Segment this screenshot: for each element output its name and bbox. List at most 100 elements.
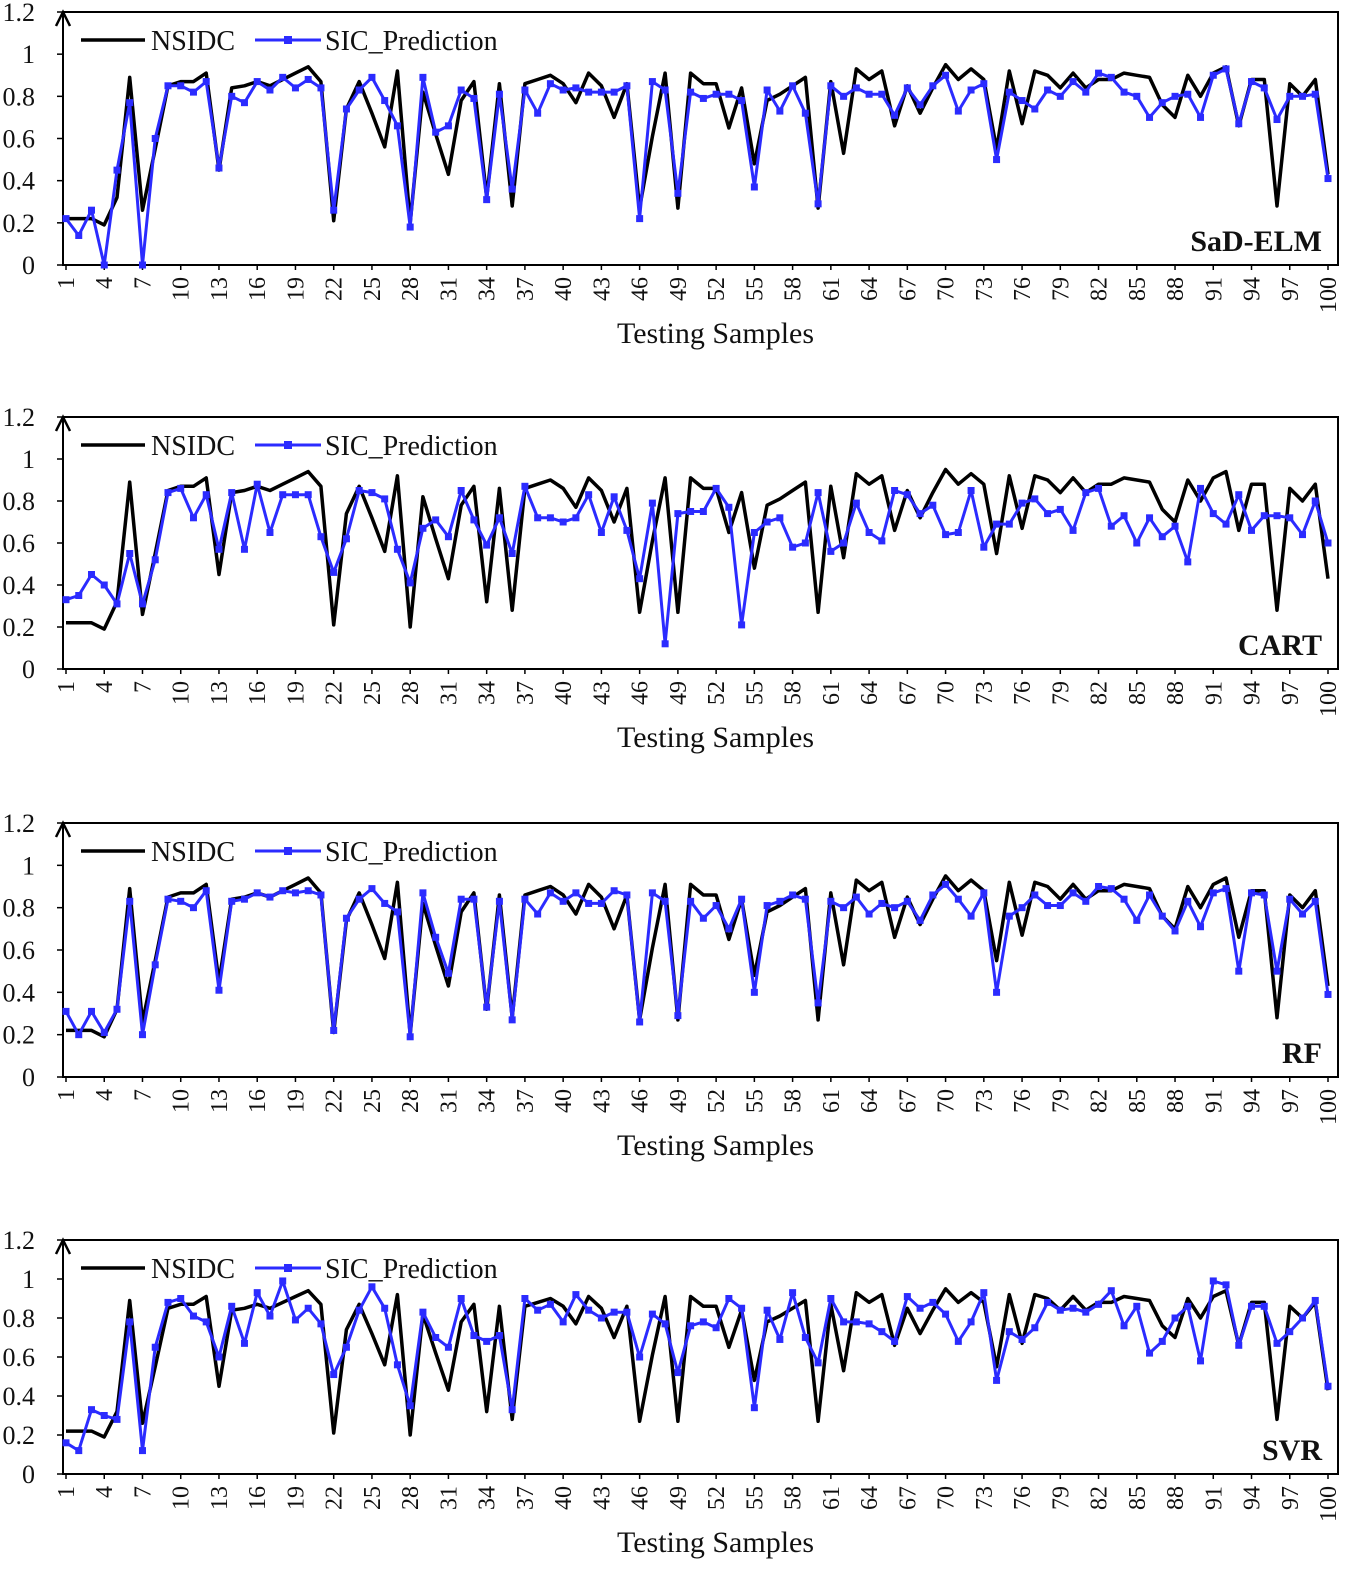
data-point-marker [636,1353,644,1361]
x-tick-label: 25 [360,1486,386,1510]
data-point-marker [432,516,440,524]
data-point-marker [610,887,618,895]
data-point-marker [355,1306,363,1314]
x-axis-label: Testing Samples [617,1129,814,1162]
data-point-marker [712,484,720,492]
x-tick-label: 70 [934,277,960,301]
data-point-marker [189,1312,197,1320]
data-point-marker [1120,512,1128,520]
series-line-sic-prediction [64,882,1330,1039]
data-point-marker [597,899,605,907]
data-point-marker [1044,86,1052,94]
data-point-marker [776,107,784,115]
data-point-marker [1248,889,1256,897]
data-point-marker [62,1439,70,1447]
data-point-marker [1248,526,1256,534]
x-tick-label: 10 [169,681,195,705]
data-point-marker [559,86,567,94]
data-point-marker [330,206,338,214]
data-point-marker [865,1320,873,1328]
data-point-marker [177,897,185,905]
data-point-marker [1095,1300,1103,1308]
data-point-marker [483,1003,491,1011]
data-point-marker [801,1334,809,1341]
data-point-marker [623,891,631,899]
data-point-marker [228,897,236,905]
x-tick-label: 31 [436,1089,462,1113]
x-tick-label: 37 [513,681,539,705]
data-point-marker [87,571,95,578]
data-point-marker [699,914,707,922]
x-tick-label: 16 [245,681,271,705]
data-point-marker [304,1304,312,1312]
x-tick-label: 19 [283,681,309,705]
data-point-marker [1209,1277,1217,1285]
x-tick-label: 52 [704,1089,730,1113]
data-point-marker [827,1295,835,1302]
x-tick-label: 91 [1201,1089,1227,1113]
data-point-marker [1222,65,1230,73]
y-tick-label: 0 [22,1063,35,1092]
data-point-marker [1222,1281,1230,1289]
x-tick-label: 61 [819,1486,845,1510]
x-tick-label: 10 [169,1486,195,1510]
data-point-marker [151,556,159,564]
data-point-marker [585,1306,593,1314]
y-tick-label: 0.8 [3,894,36,923]
data-point-marker [712,902,720,910]
data-point-marker [725,503,733,511]
data-point-marker [903,84,911,92]
x-tick-label: 34 [475,1089,501,1113]
x-tick-label: 100 [1316,277,1342,313]
data-point-marker [980,80,988,88]
y-tick-label: 1 [22,40,35,69]
data-point-marker [993,1376,1001,1384]
y-tick-label: 1 [22,445,35,474]
data-point-marker [1286,895,1294,903]
x-tick-label: 1 [54,1089,80,1101]
data-point-marker [789,1289,797,1297]
x-tick-label: 28 [398,681,424,705]
x-tick-label: 49 [666,1089,692,1113]
data-point-marker [648,1310,656,1318]
x-tick-label: 7 [130,1089,156,1101]
data-point-marker [674,189,682,197]
data-point-marker [1005,1328,1013,1336]
data-point-marker [126,1318,134,1326]
data-point-marker [865,90,873,98]
data-point-marker [253,889,261,897]
data-point-marker [1107,885,1115,893]
data-point-marker [1082,897,1090,905]
data-point-marker [126,550,134,557]
x-tick-label: 1 [54,1486,80,1498]
data-point-marker [1286,1328,1294,1336]
x-tick-label: 88 [1163,1089,1189,1113]
data-point-marker [279,73,287,81]
data-point-marker [789,82,797,90]
x-tick-label: 37 [513,277,539,301]
data-point-marker [1197,113,1205,121]
x-tick-label: 13 [207,277,233,301]
data-point-marker [495,897,503,905]
data-point-marker [636,215,644,223]
data-point-marker [954,1337,962,1345]
data-point-marker [240,895,248,903]
data-point-marker [330,1371,338,1379]
data-point-marker [929,891,937,899]
data-point-marker [1171,1314,1179,1322]
data-point-marker [495,1332,503,1340]
x-tick-label: 28 [398,1089,424,1113]
data-point-marker [610,88,618,96]
x-tick-label: 67 [895,277,921,301]
data-point-marker [419,889,427,897]
data-point-marker [1018,97,1026,105]
data-point-marker [228,1302,236,1310]
x-tick-label: 37 [513,1486,539,1510]
data-point-marker [916,1304,924,1312]
data-point-marker [330,1026,338,1034]
data-point-marker [126,897,134,905]
x-tick-label: 55 [742,277,768,301]
data-point-marker [776,897,784,905]
data-point-marker [457,1295,465,1302]
